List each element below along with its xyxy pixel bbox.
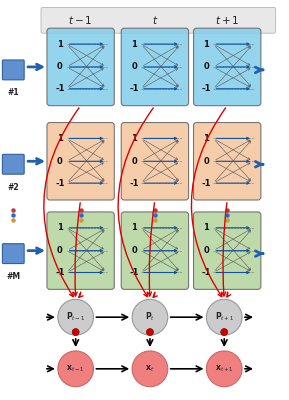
Text: -1: -1 <box>129 84 139 93</box>
Circle shape <box>132 351 168 387</box>
Text: -1: -1 <box>55 179 64 188</box>
Text: #M: #M <box>6 272 20 281</box>
Text: 1: 1 <box>131 40 137 48</box>
Text: -1: -1 <box>202 268 211 277</box>
Text: 0: 0 <box>57 246 63 255</box>
Circle shape <box>206 299 242 335</box>
Text: -1: -1 <box>202 179 211 188</box>
Text: -1: -1 <box>202 84 211 93</box>
Text: $\mathbf{P}_{t}$: $\mathbf{P}_{t}$ <box>145 311 155 324</box>
Circle shape <box>58 299 94 335</box>
Circle shape <box>221 329 228 336</box>
Circle shape <box>58 351 94 387</box>
FancyBboxPatch shape <box>194 212 261 289</box>
FancyBboxPatch shape <box>121 122 188 200</box>
FancyBboxPatch shape <box>47 28 114 106</box>
FancyBboxPatch shape <box>41 7 276 33</box>
Text: 1: 1 <box>203 134 209 143</box>
Text: 0: 0 <box>203 157 209 166</box>
Circle shape <box>132 299 168 335</box>
Text: 1: 1 <box>57 223 63 232</box>
Text: 0: 0 <box>131 246 137 255</box>
Text: 1: 1 <box>203 223 209 232</box>
Text: 1: 1 <box>203 40 209 48</box>
FancyBboxPatch shape <box>194 122 261 200</box>
Text: #1: #1 <box>8 88 19 97</box>
Text: 0: 0 <box>131 157 137 166</box>
Text: -1: -1 <box>55 84 64 93</box>
Text: $\it{t}$: $\it{t}$ <box>152 14 158 26</box>
Text: $\mathbf{P}_{t-1}$: $\mathbf{P}_{t-1}$ <box>66 311 85 324</box>
Text: $\mathbf{P}_{t+1}$: $\mathbf{P}_{t+1}$ <box>215 311 234 324</box>
Text: -1: -1 <box>129 268 139 277</box>
Text: $\mathbf{x}_{t}$: $\mathbf{x}_{t}$ <box>145 364 155 374</box>
FancyBboxPatch shape <box>2 244 24 264</box>
Circle shape <box>206 351 242 387</box>
Text: 1: 1 <box>131 223 137 232</box>
Circle shape <box>147 329 153 336</box>
FancyBboxPatch shape <box>121 212 188 289</box>
FancyBboxPatch shape <box>194 28 261 106</box>
Text: 0: 0 <box>57 157 63 166</box>
Circle shape <box>72 329 79 336</box>
Text: 1: 1 <box>57 134 63 143</box>
Text: 1: 1 <box>131 134 137 143</box>
Text: $\mathbf{x}_{t-1}$: $\mathbf{x}_{t-1}$ <box>66 364 85 374</box>
Text: $\it{t-1}$: $\it{t-1}$ <box>68 14 93 26</box>
FancyBboxPatch shape <box>47 122 114 200</box>
Text: 0: 0 <box>131 62 137 72</box>
Text: #2: #2 <box>8 182 19 192</box>
FancyBboxPatch shape <box>2 154 24 174</box>
Text: -1: -1 <box>129 179 139 188</box>
FancyBboxPatch shape <box>47 212 114 289</box>
Text: $\it{t+1}$: $\it{t+1}$ <box>215 14 239 26</box>
Text: 0: 0 <box>203 246 209 255</box>
Text: 0: 0 <box>57 62 63 72</box>
Text: -1: -1 <box>55 268 64 277</box>
FancyBboxPatch shape <box>2 60 24 80</box>
Text: 1: 1 <box>57 40 63 48</box>
FancyBboxPatch shape <box>121 28 188 106</box>
Text: 0: 0 <box>203 62 209 72</box>
Text: $\mathbf{x}_{t+1}$: $\mathbf{x}_{t+1}$ <box>215 364 234 374</box>
